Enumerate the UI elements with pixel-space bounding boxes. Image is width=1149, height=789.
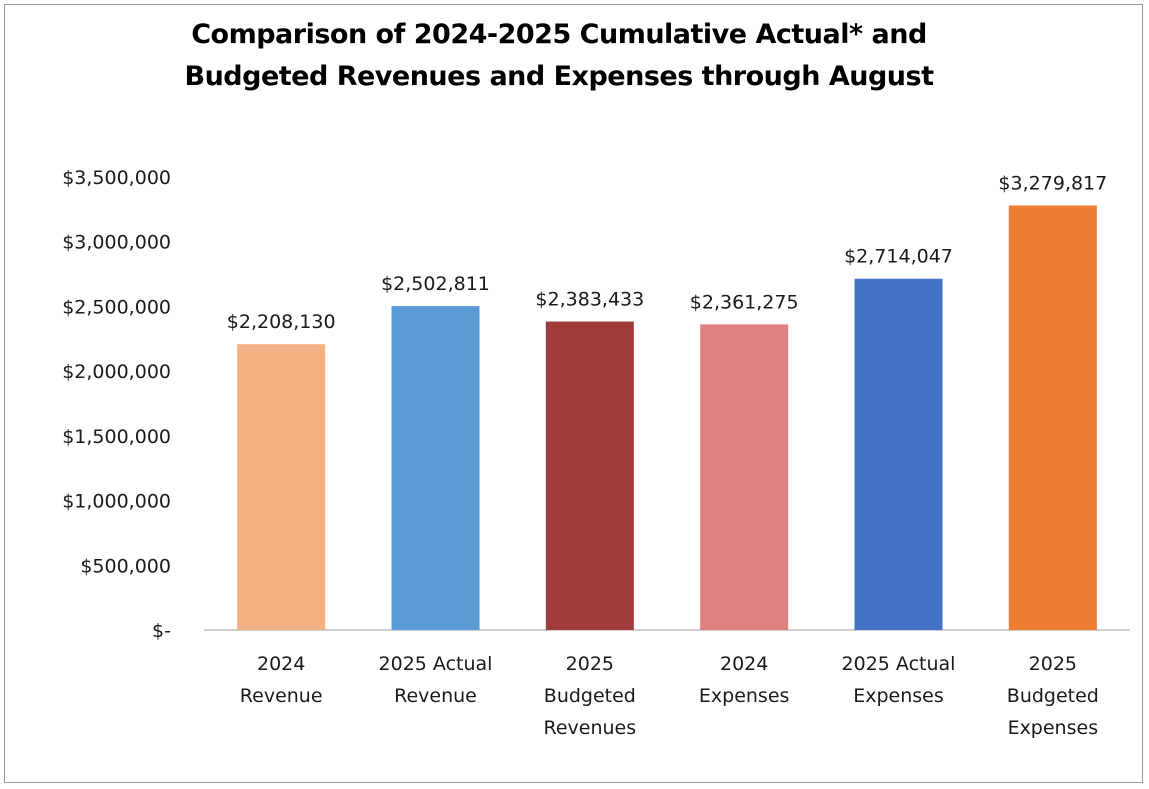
data-label: $2,502,811 [381,273,490,295]
x-tick-label-line: Expenses [1008,717,1099,739]
x-tick-label: 2024 Revenue [240,653,323,707]
x-tick-label-line: 2024 [720,653,768,675]
y-tick-label: $1,000,000 [62,491,171,513]
x-tick-label-line: Expenses [699,685,790,707]
y-tick-label: $2,000,000 [62,361,171,383]
x-tick-label: 2024 Expenses [699,653,790,707]
x-tick-label-line: 2024 [257,653,305,675]
x-tick-label-line: Expenses [853,685,944,707]
x-tick-label-line: 2025 Actual [379,653,493,675]
bar [854,278,943,630]
x-tick-label: 2025 Budgeted Revenues [544,653,637,739]
x-tick-label-line: Revenues [544,717,637,739]
y-axis-tick-labels: $- $500,000 $1,000,000 $1,500,000 $2,000,000… [62,167,171,642]
x-tick-label-line: 2025 [1029,653,1077,675]
chart-title-line-2: Budgeted Revenues and Expenses through A… [184,61,934,92]
bar [545,321,634,630]
bar [391,306,480,630]
data-labels: $2,208,130 $2,502,811 $2,383,433 $2,361,275… [227,172,1107,333]
x-tick-label-line: Budgeted [544,685,636,707]
y-tick-label: $500,000 [80,555,171,577]
x-tick-label-line: Revenue [394,685,477,707]
data-label: $2,383,433 [535,289,644,311]
x-tick-label-line: Revenue [240,685,323,707]
x-tick-label: 2025 Actual Revenue [379,653,493,707]
chart-title: Comparison of 2024-2025 Cumulative Actua… [0,14,1118,98]
x-tick-label-line: 2025 Actual [842,653,956,675]
bar [1008,205,1097,630]
data-label: $2,208,130 [227,311,336,333]
x-tick-label: 2025 Budgeted Expenses [1007,653,1099,739]
data-label: $2,714,047 [844,246,953,268]
data-label: $3,279,817 [998,172,1107,194]
bar [700,324,789,630]
y-tick-label: $- [152,620,171,642]
y-tick-label: $1,500,000 [62,426,171,448]
data-label: $2,361,275 [690,291,799,313]
x-tick-label: 2025 Actual Expenses [842,653,956,707]
x-axis-category-labels: 2024 Revenue 2025 Actual Revenue 2025 Budgete… [240,653,1099,739]
y-tick-label: $3,500,000 [62,167,171,189]
x-tick-label-line: 2025 [566,653,614,675]
x-tick-label-line: Budgeted [1007,685,1099,707]
chart-title-line-1: Comparison of 2024-2025 Cumulative Actua… [191,19,927,50]
y-tick-label: $3,000,000 [62,232,171,254]
y-tick-label: $2,500,000 [62,296,171,318]
bars [237,205,1097,630]
bar [237,344,326,630]
